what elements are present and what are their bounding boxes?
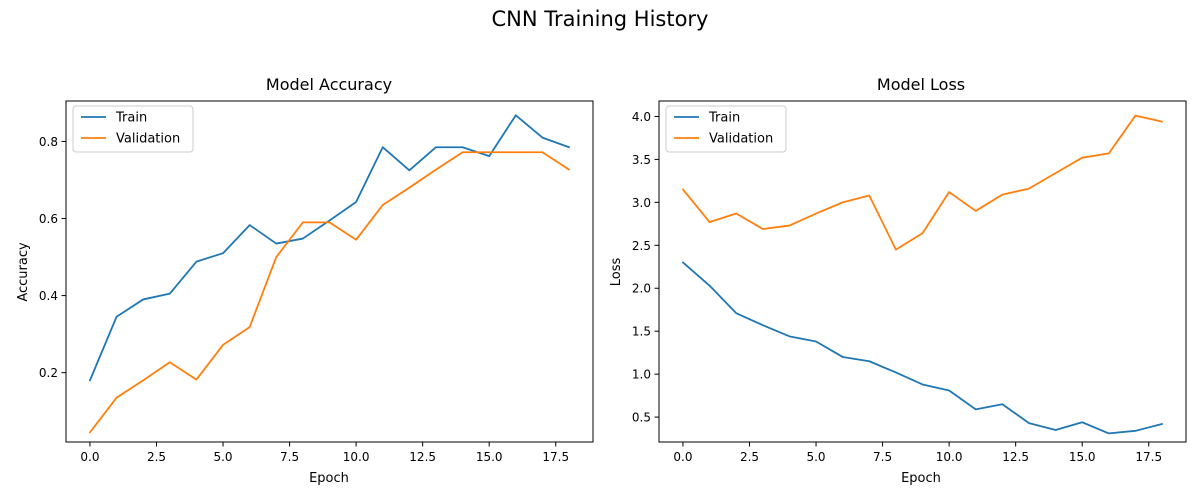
accuracy-ytick-label: 0.2 <box>39 366 58 380</box>
loss-panel: Model Loss Epoch Loss 0.0 2.5 5.0 7.5 10.0 12… <box>609 75 1187 486</box>
accuracy-series-line-train <box>89 114 570 382</box>
accuracy-xtick-label: 17.5 <box>542 450 569 464</box>
accuracy-legend-label-validation: Validation <box>116 132 180 147</box>
accuracy-ytick-label: 0.6 <box>39 212 58 226</box>
loss-xtick-label: 10.0 <box>936 450 963 464</box>
accuracy-xtick-label: 12.5 <box>409 450 436 464</box>
loss-ytick-label: 1.5 <box>632 325 651 339</box>
loss-axes-frame <box>658 100 1187 443</box>
loss-xlabel: Epoch <box>901 471 941 486</box>
accuracy-legend-label-train: Train <box>115 111 147 126</box>
loss-series-line-train <box>682 261 1163 435</box>
loss-ytick-label: 0.5 <box>632 411 651 425</box>
accuracy-panel-title: Model Accuracy <box>266 75 392 94</box>
accuracy-xtick-label: 15.0 <box>476 450 503 464</box>
loss-series-line-validation <box>682 114 1163 251</box>
loss-xtick-label: 2.5 <box>740 450 759 464</box>
loss-legend-label-validation: Validation <box>709 132 773 147</box>
loss-ytick-label: 3.0 <box>632 196 651 210</box>
accuracy-legend: Train Validation <box>72 105 194 153</box>
loss-ytick-label: 2.0 <box>632 282 651 296</box>
accuracy-xtick-label: 2.5 <box>147 450 166 464</box>
loss-xtick-label: 0.0 <box>673 450 692 464</box>
accuracy-ylabel: Accuracy <box>16 242 31 302</box>
accuracy-xtick-label: 5.0 <box>213 450 232 464</box>
loss-ytick-label: 1.0 <box>632 368 651 382</box>
loss-ytick-label: 4.0 <box>632 110 651 124</box>
figure-suptitle: CNN Training History <box>491 7 708 31</box>
loss-xtick-label: 5.0 <box>806 450 825 464</box>
accuracy-xtick-label: 10.0 <box>343 450 370 464</box>
accuracy-xtick-label: 0.0 <box>80 450 99 464</box>
accuracy-ytick-label: 0.4 <box>39 289 58 303</box>
loss-xtick-label: 17.5 <box>1135 450 1162 464</box>
loss-panel-title: Model Loss <box>877 75 965 94</box>
accuracy-panel: Model Accuracy Epoch Accuracy 0.0 2.5 5.0 7… <box>16 75 594 486</box>
loss-ytick-label: 3.5 <box>632 153 651 167</box>
loss-xtick-label: 7.5 <box>873 450 892 464</box>
loss-ylabel: Loss <box>609 258 624 287</box>
loss-ytick-label: 2.5 <box>632 239 651 253</box>
accuracy-xtick-label: 7.5 <box>280 450 299 464</box>
accuracy-series-line-validation <box>89 151 570 434</box>
accuracy-axes-frame <box>65 100 594 443</box>
loss-xtick-label: 15.0 <box>1069 450 1096 464</box>
accuracy-ytick-label: 0.8 <box>39 135 58 149</box>
loss-xtick-label: 12.5 <box>1002 450 1029 464</box>
loss-legend-label-train: Train <box>708 111 740 126</box>
accuracy-xlabel: Epoch <box>309 471 349 486</box>
loss-legend: Train Validation <box>665 105 787 153</box>
